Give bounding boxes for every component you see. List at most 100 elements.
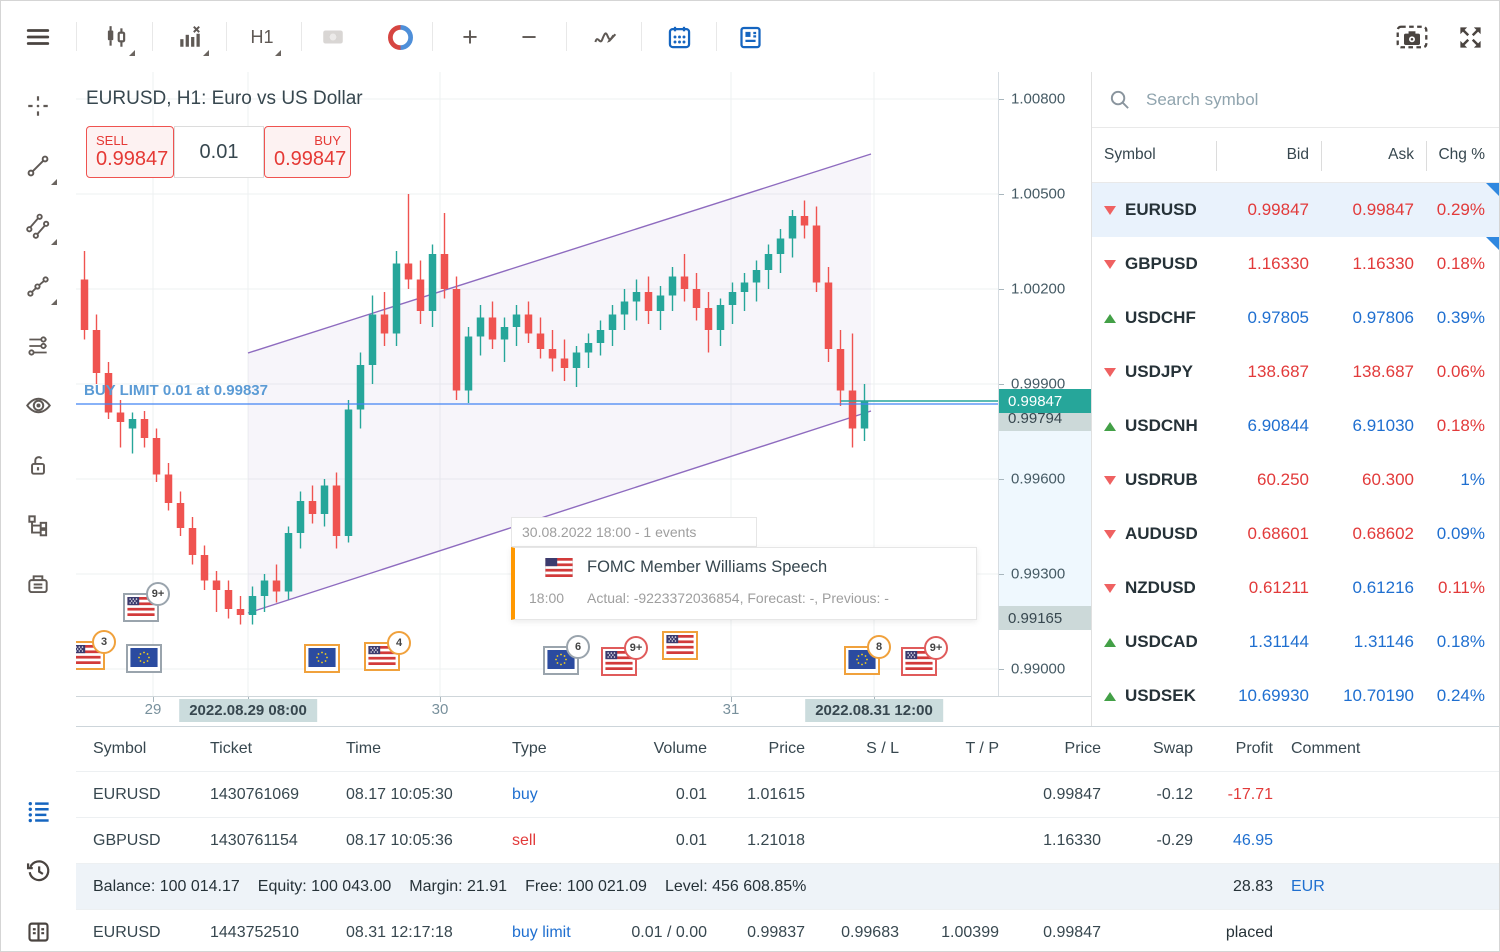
- fibonacci-tool-button[interactable]: [17, 325, 59, 367]
- arrow-down-icon: [1104, 529, 1116, 539]
- news-button[interactable]: [729, 16, 771, 58]
- market-row-usdsek[interactable]: USDSEK 10.69930 10.70190 0.24%: [1092, 669, 1499, 723]
- bid-cell: 138.687: [1247, 362, 1309, 381]
- us-flag-event[interactable]: [662, 631, 698, 660]
- market-row-usdcad[interactable]: USDCAD 1.31144 1.31146 0.18%: [1092, 615, 1499, 669]
- chg-cell: 0.18%: [1436, 254, 1485, 273]
- journal-tab-button[interactable]: [17, 910, 59, 951]
- buy-button[interactable]: BUY 0.99847: [264, 126, 351, 178]
- calendar-button[interactable]: [658, 16, 700, 58]
- symbol-name: USDCHF: [1125, 308, 1196, 327]
- market-row-gbpusd[interactable]: GBPUSD 1.16330 1.16330 0.18%: [1092, 237, 1499, 291]
- crosshair-tool-button[interactable]: [17, 85, 59, 127]
- type-cell: buy limit: [512, 923, 571, 941]
- balance-item: Margin: 21.91: [409, 877, 508, 895]
- profit-cell: placed: [1225, 923, 1273, 941]
- print-button[interactable]: [17, 564, 59, 606]
- pitchfork-tool-button[interactable]: [17, 265, 59, 307]
- bid-cell: 0.61211: [1248, 578, 1309, 597]
- market-row-audusd[interactable]: AUDUSD 0.68601 0.68602 0.09%: [1092, 507, 1499, 561]
- market-row-nzdusd[interactable]: NZDUSD 0.61211 0.61216 0.11%: [1092, 561, 1499, 615]
- event-details: Actual: -9223372036854, Forecast: -, Pre…: [587, 590, 889, 606]
- profit-cell: -17.71: [1227, 785, 1273, 803]
- total-profit-cell: 28.83: [1232, 877, 1273, 895]
- history-tab-button[interactable]: [17, 850, 59, 892]
- time-tick: [731, 697, 732, 702]
- sell-label: SELL: [96, 133, 128, 148]
- channel-tool-button[interactable]: [17, 205, 59, 247]
- time-axis[interactable]: 29 2022.08.29 08:00 30 31 2022.08.31 12:00: [76, 696, 1091, 726]
- market-row-usdrub[interactable]: USDRUB 60.250 60.300 1%: [1092, 453, 1499, 507]
- crosshair-mode-button[interactable]: [584, 16, 626, 58]
- profit-cell: 46.95: [1232, 831, 1273, 849]
- us-flag-event[interactable]: 9+: [601, 636, 648, 676]
- balance-item: Balance: 100 014.17: [93, 877, 240, 895]
- chart-type-button[interactable]: [95, 16, 137, 58]
- eu-flag-event[interactable]: 8: [844, 635, 891, 675]
- arrow-up-icon: [1104, 691, 1116, 701]
- trade-tab-button[interactable]: [17, 790, 59, 832]
- symbol-search: [1092, 72, 1499, 128]
- zoom-out-button[interactable]: −: [508, 16, 550, 58]
- lock-objects-button[interactable]: [17, 444, 59, 486]
- order-row-1[interactable]: EURUSD 1443752510 08.31 12:17:18 buy limit 0…: [76, 910, 1499, 951]
- column-separator: [1321, 141, 1322, 171]
- eu-flag-event[interactable]: [126, 644, 162, 673]
- object-list-button[interactable]: [17, 504, 59, 546]
- symbol-cell: GBPUSD: [93, 831, 161, 849]
- time-cell: 08.17 10:05:30: [346, 785, 453, 803]
- us-flag-event[interactable]: 4: [364, 631, 411, 671]
- price-tick-label: 1.00200: [1011, 280, 1066, 298]
- us-flag-event[interactable]: 9+: [901, 636, 948, 676]
- symbol-name: USDSEK: [1125, 686, 1196, 705]
- fullscreen-button[interactable]: [1449, 16, 1491, 58]
- symbol-name: USDCNH: [1125, 416, 1198, 435]
- chg-cell: 0.39%: [1436, 308, 1485, 327]
- price-axis[interactable]: 1.00800 1.00500 1.00200 0.99900 0.99600 0.993…: [998, 72, 1091, 696]
- printer-icon: [28, 575, 48, 594]
- dropdown-corner: [51, 299, 57, 305]
- market-row-usdcnh[interactable]: USDCNH 6.90844 6.91030 0.18%: [1092, 399, 1499, 453]
- indicators-button[interactable]: [169, 16, 211, 58]
- price-tick: [999, 479, 1004, 480]
- position-row-1[interactable]: EURUSD 1430761069 08.17 10:05:30 buy 0.01 1.0…: [76, 772, 1499, 818]
- trend-line-tool-button[interactable]: [17, 145, 59, 187]
- arrow-down-icon: [1104, 367, 1116, 377]
- toolbar-separator: [152, 22, 153, 51]
- ask-cell: 1.31146: [1353, 632, 1414, 651]
- market-row-usdchf[interactable]: USDCHF 0.97805 0.97806 0.39%: [1092, 291, 1499, 345]
- buy-limit-order-label[interactable]: BUY LIMIT 0.01 at 0.99837: [84, 382, 268, 399]
- screenshot-button[interactable]: [1391, 16, 1433, 58]
- chg-cell: 0.06%: [1436, 362, 1485, 381]
- symbol-name: AUDUSD: [1125, 524, 1198, 543]
- crosshair-icon: [28, 96, 48, 116]
- market-row-eurusd[interactable]: EURUSD 0.99847 0.99847 0.29%: [1092, 183, 1499, 237]
- toolbar-separator: [566, 22, 567, 51]
- objects-button-disabled[interactable]: [312, 16, 354, 58]
- type-cell: sell: [512, 831, 537, 849]
- visibility-button[interactable]: [17, 384, 59, 426]
- trade-column-header: Time: [346, 740, 381, 757]
- us-flag-event[interactable]: 9+: [123, 582, 170, 622]
- tp-cell: 1.00399: [941, 923, 999, 941]
- trade-column-header: Symbol: [93, 740, 147, 757]
- zoom-in-button[interactable]: +: [449, 16, 491, 58]
- market-row-usdjpy[interactable]: USDJPY 138.687 138.687 0.06%: [1092, 345, 1499, 399]
- arrow-down-icon: [1104, 583, 1116, 593]
- price-tick: [999, 99, 1004, 100]
- eu-flag-event[interactable]: 6: [543, 635, 590, 675]
- eu-flag-event[interactable]: [304, 644, 340, 673]
- volume-input[interactable]: 0.01: [174, 126, 264, 178]
- ask-cell: 0.99847: [1352, 200, 1414, 219]
- symbol-cell: USDCAD: [1092, 632, 1216, 652]
- position-row-2[interactable]: GBPUSD 1430761154 08.17 10:05:36 sell 0.01 1.…: [76, 818, 1499, 864]
- balance-item: Equity: 100 043.00: [257, 877, 392, 895]
- timeframe-button[interactable]: H1: [241, 16, 283, 58]
- sell-button[interactable]: SELL 0.99847: [86, 126, 174, 178]
- search-input[interactable]: [1144, 84, 1478, 116]
- us-flag-event[interactable]: 3: [76, 630, 116, 670]
- one-click-trading-button[interactable]: [379, 16, 421, 58]
- menu-icon[interactable]: [17, 16, 59, 58]
- ticket-cell: 1443752510: [210, 923, 299, 941]
